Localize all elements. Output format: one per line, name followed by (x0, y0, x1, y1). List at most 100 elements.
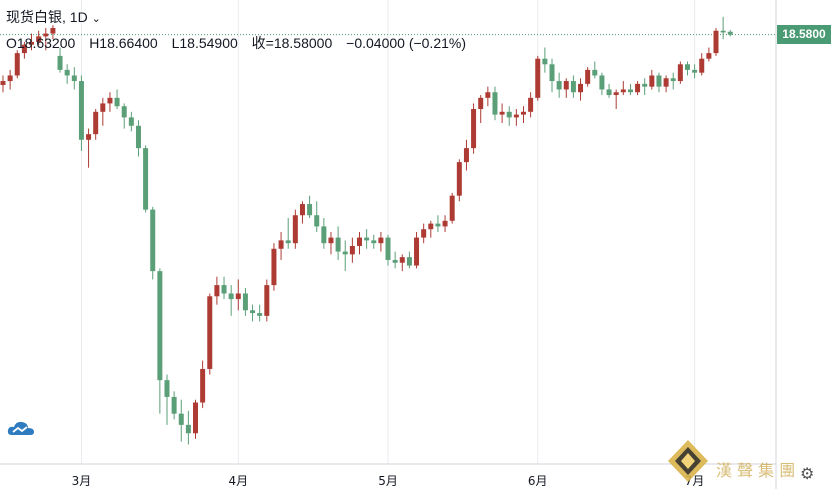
candle (307, 195, 313, 219)
chevron-down-icon[interactable]: ⌄ (91, 13, 101, 25)
candle-body (114, 97, 120, 107)
candle (670, 72, 676, 90)
candle (235, 279, 241, 311)
candle (185, 410, 191, 445)
candle (93, 109, 99, 140)
candle (535, 55, 541, 101)
candle (428, 220, 434, 238)
candle-body (307, 204, 313, 216)
candle (50, 25, 56, 40)
candle (114, 89, 120, 110)
x-axis-ticks: 3月 4月 5月 6月 7月 (72, 474, 705, 488)
candle (364, 229, 370, 249)
candle-body (656, 75, 662, 87)
candle (578, 78, 584, 101)
candle-body (499, 111, 505, 115)
open-value: O18.63200 (6, 35, 76, 51)
low-value: L18.54900 (171, 35, 238, 51)
candle (86, 128, 92, 168)
candle (378, 232, 384, 252)
candle-body (442, 220, 448, 227)
chart-title[interactable]: 现货白银, 1D ⌄ (6, 7, 101, 27)
candle (692, 64, 698, 79)
candle-body (335, 237, 341, 252)
candle (713, 27, 719, 56)
candle (257, 304, 263, 322)
candle (250, 304, 256, 322)
candle (328, 232, 334, 255)
candle-body (449, 195, 455, 221)
candle-body (292, 215, 298, 244)
candle-body (193, 402, 199, 434)
candle (71, 67, 77, 90)
candle (627, 83, 633, 96)
candle (463, 139, 469, 171)
candle (570, 75, 576, 98)
candle-body (535, 58, 541, 98)
candle-body (271, 248, 277, 286)
candle (164, 374, 170, 425)
candle (7, 69, 13, 90)
candle (135, 120, 141, 157)
candle (642, 78, 648, 96)
cloud-logo-icon[interactable] (6, 418, 36, 438)
candle-body (556, 81, 562, 90)
candle-body (78, 81, 84, 140)
candle-body (706, 53, 712, 59)
candle-body (328, 237, 334, 244)
x-tick-label: 4月 (228, 474, 248, 488)
candle-body (578, 83, 584, 93)
candle-body (585, 69, 591, 84)
candle (242, 287, 248, 316)
candle-body (214, 285, 220, 297)
candle-body (143, 148, 149, 210)
candle (542, 47, 548, 73)
settings-gear-icon[interactable]: ⚙ (800, 466, 815, 483)
candle (193, 399, 199, 439)
candle-body (428, 223, 434, 230)
candle-body (642, 83, 648, 87)
candle-body (613, 92, 619, 96)
candle (492, 86, 498, 121)
candle (385, 234, 391, 266)
candle-body (57, 55, 63, 70)
candle (264, 279, 270, 322)
candle-body (406, 257, 412, 266)
candle-body (14, 53, 20, 76)
candle-body (677, 64, 683, 82)
candle-body (542, 58, 548, 65)
candle-body (492, 92, 498, 115)
close-value: 收=18.58000 (251, 35, 333, 51)
high-value: H18.66400 (89, 35, 158, 51)
candle-body (357, 237, 362, 246)
candle (656, 72, 662, 93)
candle-body (463, 148, 469, 163)
change-value: −0.04000 (−0.21%) (346, 35, 467, 51)
candle (613, 89, 619, 110)
candle (499, 103, 505, 123)
candle-body (414, 237, 420, 266)
candle (314, 201, 320, 232)
candle (706, 47, 712, 62)
candle-body (100, 103, 106, 112)
watermark-text: 漢 聲 集 團 (716, 461, 796, 480)
candle-body (471, 109, 477, 149)
candle-body (150, 209, 156, 272)
candle-body (50, 27, 56, 34)
candle (456, 159, 462, 202)
candle-body (620, 89, 626, 93)
ohlc-legend: O18.63200 H18.66400 L18.54900 收=18.58000… (6, 33, 476, 53)
candle-body (43, 33, 49, 37)
candle (342, 240, 348, 272)
candle (143, 145, 149, 213)
candle (592, 61, 598, 79)
candle-body (93, 111, 99, 135)
candle (21, 41, 27, 59)
candle (221, 276, 227, 300)
candle-body (250, 310, 256, 314)
candle-body (321, 226, 327, 244)
candle-body (599, 75, 605, 90)
candle (620, 81, 626, 96)
candle (606, 83, 612, 98)
